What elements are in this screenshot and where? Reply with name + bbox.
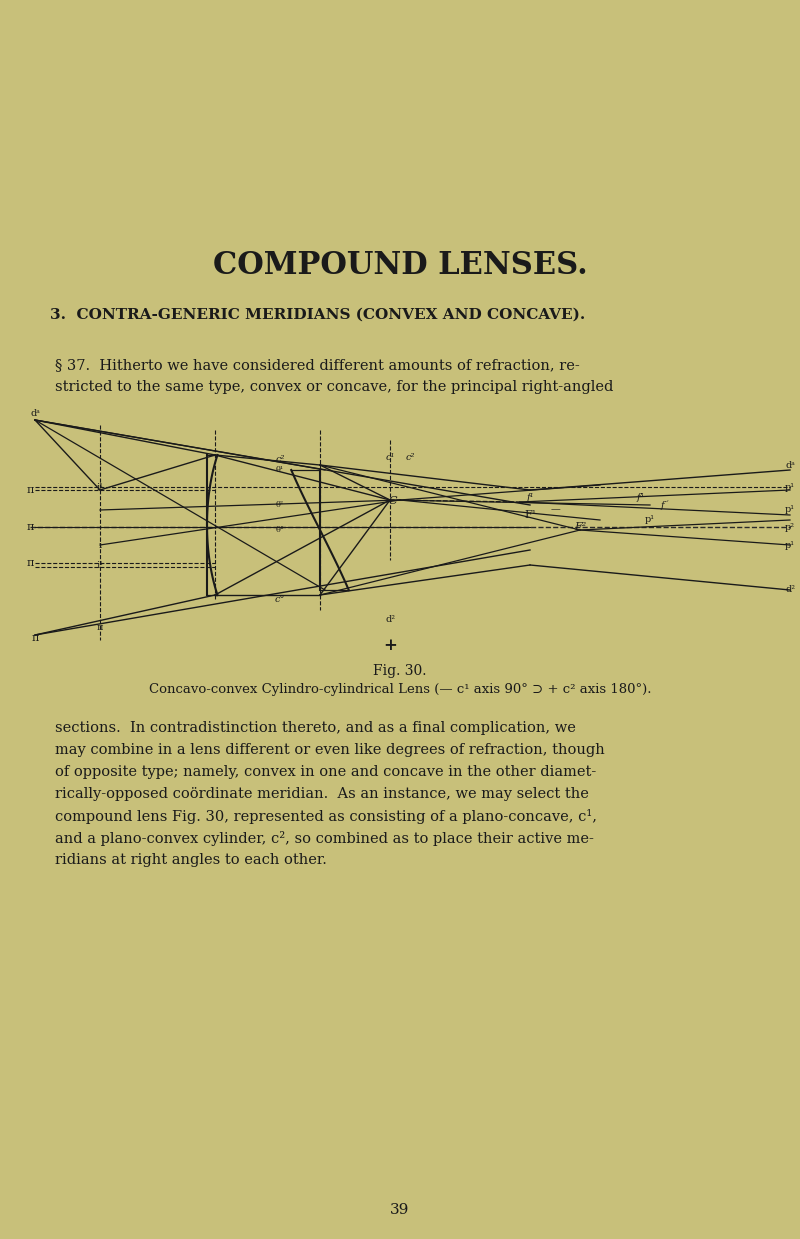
Text: ridians at right angles to each other.: ridians at right angles to each other. <box>55 852 327 867</box>
Text: Concavo-convex Cylindro-cylindrical Lens (— c¹ axis 90° ⊃ + c² axis 180°).: Concavo-convex Cylindro-cylindrical Lens… <box>149 684 651 696</box>
Text: may combine in a lens different or even like degrees of refraction, though: may combine in a lens different or even … <box>55 743 605 757</box>
Text: d²: d² <box>385 616 395 624</box>
Text: —: — <box>550 506 560 514</box>
Text: dᵃ: dᵃ <box>785 461 795 470</box>
Text: sections.  In contradistinction thereto, and as a final complication, we: sections. In contradistinction thereto, … <box>55 721 576 735</box>
Text: π: π <box>26 522 34 532</box>
Text: F¹: F¹ <box>524 510 536 520</box>
Text: F²: F² <box>574 522 586 532</box>
Text: p¹: p¹ <box>785 483 795 492</box>
Text: θ¹: θ¹ <box>276 466 284 475</box>
Text: i¹: i¹ <box>97 483 103 492</box>
Text: p²: p² <box>785 524 795 533</box>
Text: 3.  CONTRA-GENERIC MERIDIANS (CONVEX AND CONCAVE).: 3. CONTRA-GENERIC MERIDIANS (CONVEX AND … <box>50 309 586 322</box>
Text: d²: d² <box>785 586 795 595</box>
Text: c¹: c¹ <box>386 453 394 462</box>
Text: c²: c² <box>275 456 285 465</box>
Text: f´: f´ <box>661 501 670 509</box>
Text: of opposite type; namely, convex in one and concave in the other diamet-: of opposite type; namely, convex in one … <box>55 764 596 779</box>
Text: +: + <box>383 637 397 653</box>
Text: π: π <box>26 558 34 567</box>
Text: f³: f³ <box>636 493 644 503</box>
Text: c²: c² <box>406 453 414 462</box>
Text: and a plano-convex cylinder, c², so combined as to place their active me-: and a plano-convex cylinder, c², so comb… <box>55 830 594 845</box>
Text: C: C <box>389 496 398 506</box>
Text: compound lens Fig. 30, represented as consisting of a plano-concave, c¹,: compound lens Fig. 30, represented as co… <box>55 809 597 824</box>
Text: Fig. 30.: Fig. 30. <box>374 664 426 678</box>
Text: π: π <box>31 633 38 643</box>
Text: θ°: θ° <box>275 527 285 534</box>
Text: π: π <box>26 484 34 496</box>
Text: p¹: p¹ <box>645 515 655 524</box>
Text: i¹: i¹ <box>97 561 103 570</box>
Text: 39: 39 <box>390 1203 410 1217</box>
Text: dᵃ: dᵃ <box>30 409 40 418</box>
Text: p¹: p¹ <box>785 540 795 550</box>
Text: stricted to the same type, convex or concave, for the principal right-angled: stricted to the same type, convex or con… <box>55 380 614 394</box>
Text: rically-opposed coördinate meridian.  As an instance, we may select the: rically-opposed coördinate meridian. As … <box>55 787 589 800</box>
Text: f¹: f¹ <box>526 493 534 503</box>
Text: COMPOUND LENSES.: COMPOUND LENSES. <box>213 249 587 280</box>
Text: π: π <box>97 622 103 632</box>
Text: p¹: p¹ <box>785 506 795 514</box>
Text: i: i <box>98 540 102 550</box>
Text: θ²: θ² <box>276 501 284 509</box>
Text: c°: c° <box>275 596 285 605</box>
Text: § 37.  Hitherto we have considered different amounts of refraction, re-: § 37. Hitherto we have considered differ… <box>55 358 580 372</box>
